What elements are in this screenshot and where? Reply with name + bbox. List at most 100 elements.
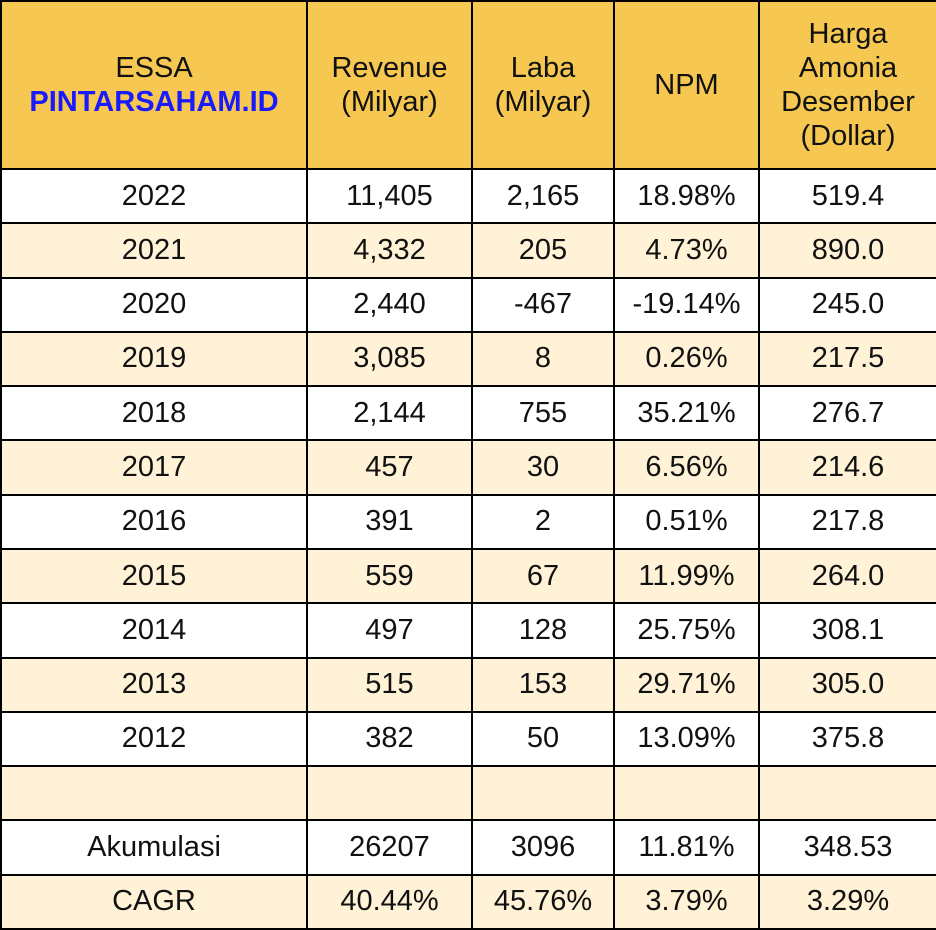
table-row: CAGR 40.44% 45.76% 3.79% 3.29% xyxy=(0,873,936,930)
table-row: 2017 457 30 6.56% 214.6 xyxy=(0,439,936,496)
header-line: Laba xyxy=(510,52,576,84)
cell: 2014 xyxy=(0,602,308,659)
table-row: Akumulasi 26207 3096 11.81% 348.53 xyxy=(0,819,936,876)
header-line: (Milyar) xyxy=(341,86,438,118)
spacer-row xyxy=(0,765,936,822)
header-line: (Dollar) xyxy=(800,120,896,152)
cell: 40.44% xyxy=(306,873,473,930)
brand-title: ESSA xyxy=(115,52,193,84)
cell: 2021 xyxy=(0,222,308,279)
table-row: 2018 2,144 755 35.21% 276.7 xyxy=(0,385,936,442)
cell: 391 xyxy=(306,493,473,550)
table-row: 2016 391 2 0.51% 217.8 xyxy=(0,493,936,550)
header-cell: Laba (Milyar) xyxy=(471,0,615,170)
brand-site: PINTARSAHAM.ID xyxy=(29,86,279,118)
cell: 0.51% xyxy=(613,493,760,550)
cell: 50 xyxy=(471,710,615,768)
empty-cell xyxy=(613,765,760,822)
empty-cell xyxy=(758,765,936,822)
cell: 2017 xyxy=(0,439,308,496)
cell: 890.0 xyxy=(758,222,936,279)
cell: 3,085 xyxy=(306,330,473,388)
cell: 2,165 xyxy=(471,167,615,225)
cell: 67 xyxy=(471,547,615,605)
cell: 519.4 xyxy=(758,167,936,225)
cell: 755 xyxy=(471,385,615,442)
cell: 2018 xyxy=(0,385,308,442)
cell: 2016 xyxy=(0,493,308,550)
cell: 348.53 xyxy=(758,819,936,876)
header-cell: Revenue (Milyar) xyxy=(306,0,473,170)
cell: -19.14% xyxy=(613,276,760,333)
cell: 35.21% xyxy=(613,385,760,442)
table-row: 2019 3,085 8 0.26% 217.5 xyxy=(0,330,936,388)
empty-cell xyxy=(0,765,308,822)
cell: 153 xyxy=(471,656,615,713)
cell: 2012 xyxy=(0,710,308,768)
cell: 2,440 xyxy=(306,276,473,333)
cell: 18.98% xyxy=(613,167,760,225)
cell: Akumulasi xyxy=(0,819,308,876)
cell: 308.1 xyxy=(758,602,936,659)
cell: 382 xyxy=(306,710,473,768)
cell: 217.8 xyxy=(758,493,936,550)
header-line: Revenue xyxy=(331,52,448,84)
table-row: 2021 4,332 205 4.73% 890.0 xyxy=(0,222,936,279)
cell: 497 xyxy=(306,602,473,659)
header-line: NPM xyxy=(654,69,719,101)
header-line: Harga xyxy=(808,18,888,50)
cell: 2013 xyxy=(0,656,308,713)
cell: 217.5 xyxy=(758,330,936,388)
cell: 30 xyxy=(471,439,615,496)
cell: 3.29% xyxy=(758,873,936,930)
cell: -467 xyxy=(471,276,615,333)
cell: 45.76% xyxy=(471,873,615,930)
cell: 3.79% xyxy=(613,873,760,930)
cell: 25.75% xyxy=(613,602,760,659)
cell: 305.0 xyxy=(758,656,936,713)
cell: 2020 xyxy=(0,276,308,333)
cell: 29.71% xyxy=(613,656,760,713)
cell: 2,144 xyxy=(306,385,473,442)
table-row: 2020 2,440 -467 -19.14% 245.0 xyxy=(0,276,936,333)
cell: 276.7 xyxy=(758,385,936,442)
table-row: 2012 382 50 13.09% 375.8 xyxy=(0,710,936,768)
table-row: 2014 497 128 25.75% 308.1 xyxy=(0,602,936,659)
header-cell: ESSA PINTARSAHAM.ID xyxy=(0,0,308,170)
cell: 205 xyxy=(471,222,615,279)
cell: 515 xyxy=(306,656,473,713)
cell: 11.99% xyxy=(613,547,760,605)
header-row: ESSA PINTARSAHAM.ID Revenue (Milyar) Laba (M… xyxy=(0,0,936,170)
table-row: 2022 11,405 2,165 18.98% 519.4 xyxy=(0,167,936,225)
cell: 6.56% xyxy=(613,439,760,496)
cell: 245.0 xyxy=(758,276,936,333)
empty-cell xyxy=(306,765,473,822)
table-row: 2013 515 153 29.71% 305.0 xyxy=(0,656,936,713)
cell: 264.0 xyxy=(758,547,936,605)
table-row: 2015 559 67 11.99% 264.0 xyxy=(0,547,936,605)
cell: 11.81% xyxy=(613,819,760,876)
header-cell: NPM xyxy=(613,0,760,170)
cell: 13.09% xyxy=(613,710,760,768)
empty-cell xyxy=(471,765,615,822)
cell: 4.73% xyxy=(613,222,760,279)
cell: 559 xyxy=(306,547,473,605)
header-line: Desember xyxy=(781,86,915,118)
cell: 214.6 xyxy=(758,439,936,496)
header-line: Amonia xyxy=(798,52,898,84)
cell: 128 xyxy=(471,602,615,659)
cell: 375.8 xyxy=(758,710,936,768)
cell: 3096 xyxy=(471,819,615,876)
cell: 26207 xyxy=(306,819,473,876)
cell: 2022 xyxy=(0,167,308,225)
cell: 4,332 xyxy=(306,222,473,279)
cell: 2015 xyxy=(0,547,308,605)
cell: 2019 xyxy=(0,330,308,388)
cell: 0.26% xyxy=(613,330,760,388)
cell: CAGR xyxy=(0,873,308,930)
cell: 11,405 xyxy=(306,167,473,225)
cell: 2 xyxy=(471,493,615,550)
cell: 8 xyxy=(471,330,615,388)
header-line: (Milyar) xyxy=(494,86,592,118)
